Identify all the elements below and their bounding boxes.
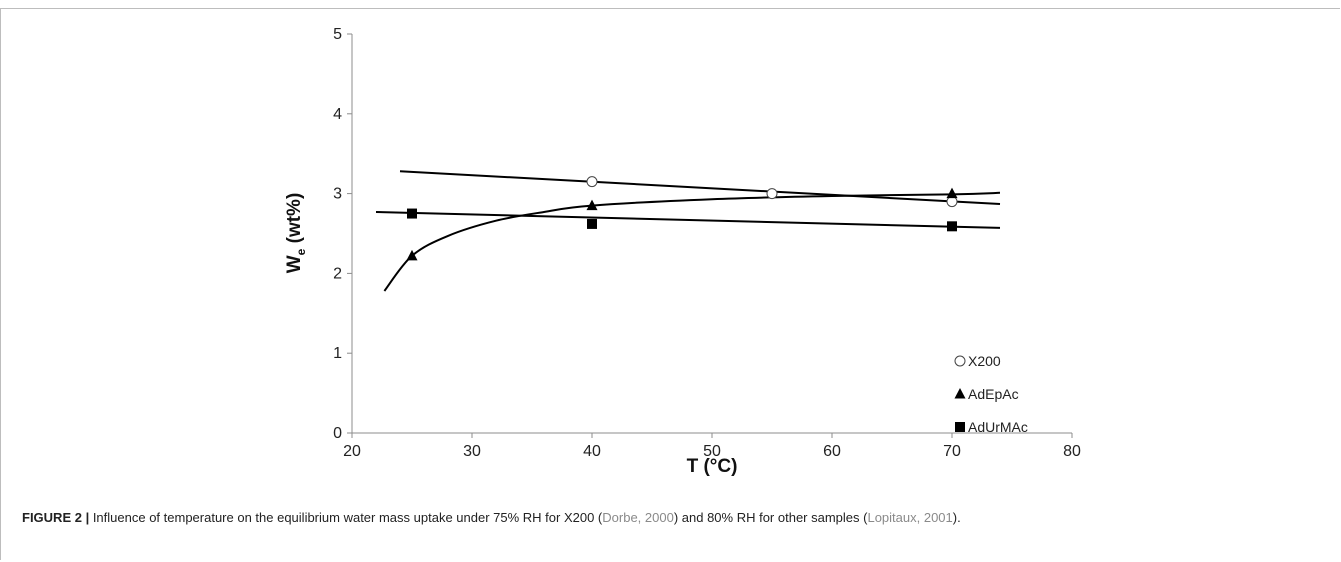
- legend-marker-adepac: [954, 388, 966, 399]
- caption-label: FIGURE 2 |: [22, 510, 90, 525]
- caption-ref-lopitaux[interactable]: Lopitaux, 2001: [867, 510, 953, 525]
- y-tick-label: 0: [333, 425, 342, 442]
- data-point-x200: [766, 188, 778, 200]
- x-tick-label: 60: [823, 443, 841, 460]
- figure-caption: FIGURE 2 | Influence of temperature on t…: [22, 510, 1332, 525]
- fit-line-adurmac: [375, 211, 1001, 229]
- chart: 0 1 2 3 4 5 20 30 40 50 60 70 80 T (°C) We (wt%) X2…: [284, 26, 1081, 477]
- y-tick-label: 1: [333, 345, 342, 362]
- x-axis-title: T (°C): [687, 456, 738, 477]
- data-point-adurmac: [947, 221, 957, 232]
- figure-frame: [0, 8, 1340, 560]
- y-axis-title-subscript: e: [294, 248, 308, 255]
- legend-label-adurmac: AdUrMAc: [968, 419, 1028, 435]
- x-tick-label: 40: [583, 443, 601, 460]
- data-point-adepac: [946, 187, 958, 199]
- legend-marker-x200: [954, 355, 966, 367]
- y-tick-label: 4: [333, 106, 342, 123]
- x-tick-label: 70: [943, 443, 961, 460]
- data-point-x200: [586, 176, 598, 188]
- y-axis-title-unit: (wt%): [284, 193, 305, 249]
- data-point-adepac: [586, 199, 598, 211]
- y-tick-label: 3: [333, 186, 342, 203]
- fit-line-adepac: [383, 191, 1001, 292]
- fit-lines: [375, 170, 1001, 292]
- x-tick-label: 20: [343, 443, 361, 460]
- y-axis-title-main: W: [284, 255, 305, 273]
- caption-ref-dorbe[interactable]: Dorbe, 2000: [602, 510, 674, 525]
- caption-text-1: Influence of temperature on the equilibr…: [89, 510, 603, 525]
- x-ticks: 20 30 40 50 60 70 80: [343, 433, 1081, 460]
- legend: X200 AdEpAc AdUrMAc: [954, 353, 1028, 435]
- axes: [351, 34, 1072, 434]
- y-tick-label: 2: [333, 265, 342, 282]
- legend-marker-adurmac: [955, 422, 965, 432]
- caption-text-2: ) and 80% RH for other samples (: [673, 510, 868, 525]
- data-markers: [406, 176, 958, 261]
- y-tick-label: 5: [333, 26, 342, 43]
- data-point-adurmac: [587, 218, 597, 229]
- fit-line-x200: [399, 170, 1001, 205]
- y-ticks: 0 1 2 3 4 5: [333, 26, 352, 442]
- caption-text-3: ).: [952, 510, 961, 525]
- legend-label-adepac: AdEpAc: [968, 386, 1019, 402]
- legend-label-x200: X200: [968, 353, 1001, 369]
- x-tick-label: 30: [463, 443, 481, 460]
- data-point-adurmac: [407, 208, 417, 219]
- svg-text:We (wt%): We (wt%): [284, 193, 308, 274]
- x-tick-label: 50: [703, 443, 721, 460]
- data-point-adepac: [406, 249, 418, 261]
- y-axis-title: We (wt%): [284, 193, 308, 274]
- x-tick-label: 80: [1063, 443, 1081, 460]
